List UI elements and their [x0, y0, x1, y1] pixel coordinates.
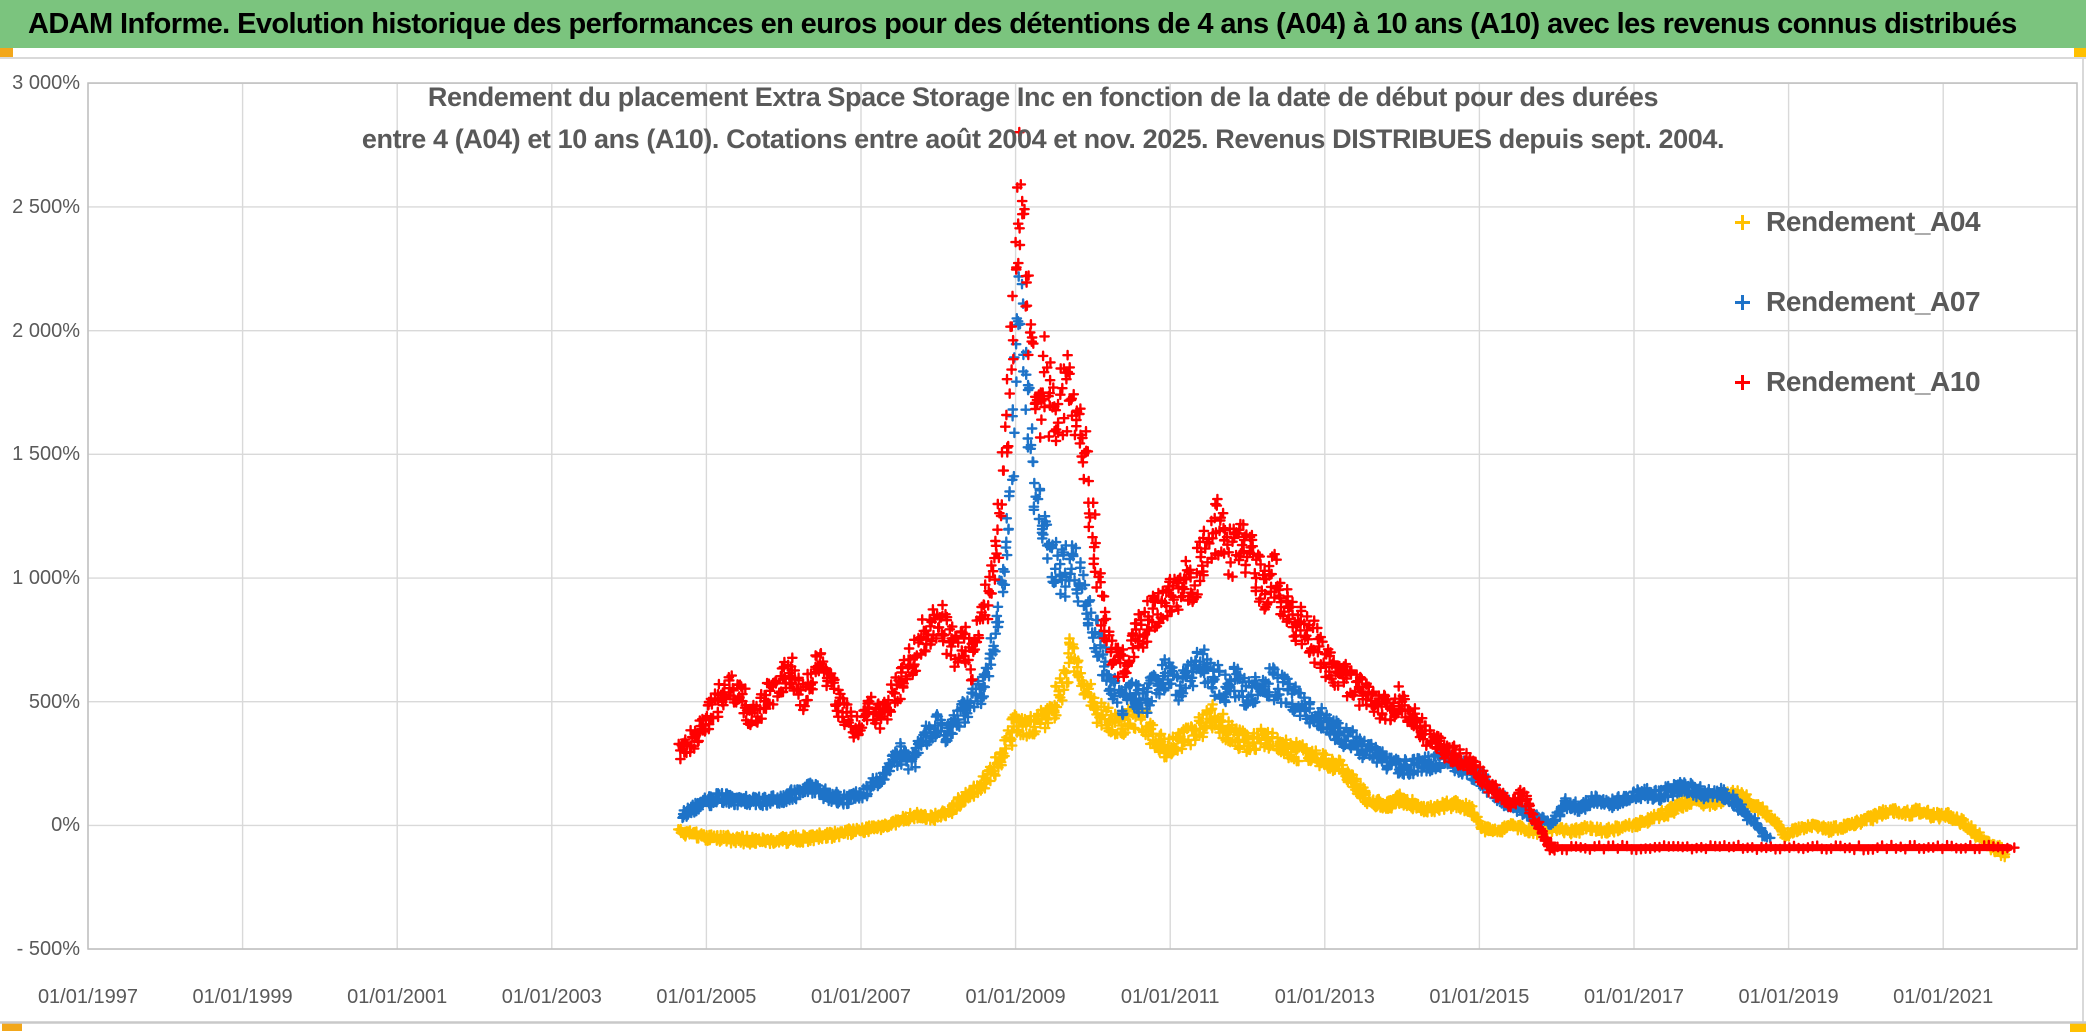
x-axis-tick-label: 01/01/2009: [965, 986, 1066, 1008]
x-axis-tick-label: 01/01/2017: [1583, 986, 1685, 1008]
x-axis-tick-label: 01/01/2019: [1738, 986, 1839, 1008]
plus-marker-icon: [1735, 374, 1750, 390]
x-axis-tick-label: 01/01/2021: [1893, 986, 1994, 1008]
legend-item-rendement-a10: Rendement_A10: [1735, 364, 1981, 400]
chart-title-line1: Rendement du placement Extra Space Stora…: [427, 82, 1659, 112]
frame-corner-bottom-right: [2070, 1022, 2086, 1032]
legend-item-rendement-a07: Rendement_A07: [1735, 284, 1981, 320]
legend-label: Rendement_A10: [1766, 366, 1981, 397]
x-axis-tick-label: 01/01/2001: [347, 986, 448, 1008]
x-axis-tick-label: 01/01/2013: [1274, 986, 1375, 1008]
x-axis-tick-label: 01/01/2007: [810, 986, 912, 1008]
x-axis-tick-label: 01/01/2003: [501, 986, 602, 1008]
x-axis-tick-label: 01/01/1997: [37, 986, 139, 1008]
chart-title-line2: entre 4 (A04) et 10 ans (A10). Cotations…: [361, 124, 1725, 154]
y-axis-tick-label: 1 000%: [12, 567, 80, 590]
y-axis-tick-label: 3 000%: [12, 72, 80, 95]
legend-label: Rendement_A07: [1766, 286, 1981, 317]
plus-marker-icon: [1735, 214, 1750, 230]
frame-corner-bottom-left: [2, 1022, 22, 1031]
frame-corner-top-right: [2074, 48, 2086, 59]
legend-item-rendement-a04: Rendement_A04: [1735, 204, 1981, 240]
y-axis-tick-label: 1 500%: [12, 443, 80, 466]
y-axis-tick-label: 2 500%: [12, 195, 80, 218]
y-axis-tick-label: 500%: [28, 690, 80, 713]
plus-marker-icon: [1735, 294, 1750, 310]
y-axis-tick-label: 0%: [51, 814, 80, 837]
x-axis-tick-label: 01/01/2015: [1429, 986, 1530, 1008]
banner: ADAM Informe. Evolution historique des p…: [0, 0, 2086, 48]
frame-corner-top-left: [0, 48, 13, 59]
y-axis-tick-label: - 500%: [16, 938, 80, 961]
banner-title: ADAM Informe. Evolution historique des p…: [28, 7, 2017, 40]
x-axis-tick-label: 01/01/1999: [192, 986, 293, 1008]
x-axis-tick-label: 01/01/2011: [1120, 986, 1220, 1008]
y-axis-tick-label: 2 000%: [12, 319, 80, 342]
legend-label: Rendement_A04: [1766, 206, 1981, 237]
chart-title: Rendement du placement Extra Space Stora…: [243, 76, 1843, 160]
x-axis-tick-label: 01/01/2005: [656, 986, 757, 1008]
